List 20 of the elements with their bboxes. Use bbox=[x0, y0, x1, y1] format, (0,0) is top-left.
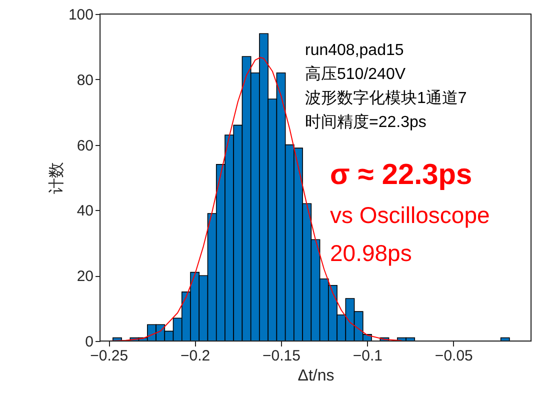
y-tick-label: 80 bbox=[76, 72, 94, 89]
y-tick-label: 100 bbox=[68, 6, 94, 24]
x-tick-label: −0.05 bbox=[434, 348, 473, 364]
annotation: σ ≈ 22.3ps bbox=[330, 159, 472, 191]
annotation: 波形数字化模块1通道7 bbox=[305, 89, 467, 107]
annotation: vs Oscilloscope bbox=[330, 202, 490, 228]
x-tick-label: −0.1 bbox=[352, 348, 383, 364]
annotation: 高压510/240V bbox=[305, 65, 406, 83]
y-tick-label: 40 bbox=[76, 202, 94, 220]
x-tick-label: −0.25 bbox=[90, 348, 128, 364]
y-axis-title: 计数 bbox=[47, 162, 66, 194]
annotation: 20.98ps bbox=[330, 240, 412, 266]
x-axis-title: Δt/ns bbox=[298, 368, 334, 384]
annotation: run408,pad15 bbox=[305, 42, 404, 59]
annotation: 时间精度=22.3ps bbox=[305, 113, 426, 131]
y-tick-label: 60 bbox=[76, 137, 94, 154]
y-tick-label: 20 bbox=[76, 268, 94, 286]
y-tick-label: 0 bbox=[85, 334, 94, 350]
x-tick-label: −0.2 bbox=[180, 348, 210, 364]
x-tick-label: −0.15 bbox=[262, 348, 301, 364]
